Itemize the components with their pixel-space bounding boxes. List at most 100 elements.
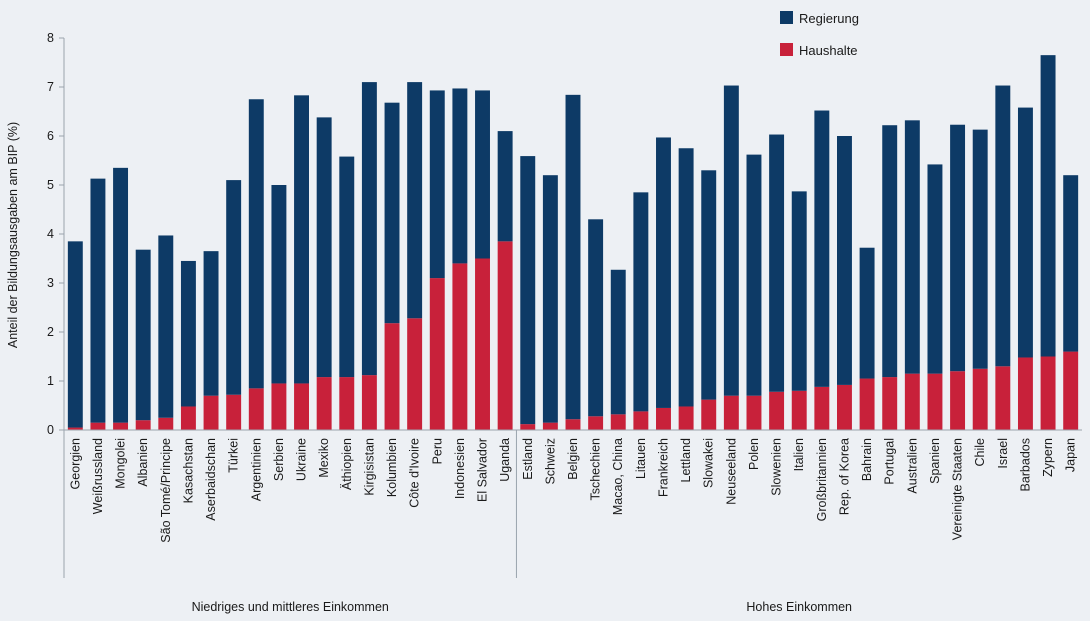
bar-regierung-portugal — [882, 125, 898, 378]
bar-regierung-israel — [995, 85, 1011, 367]
bar-haushalte-el-salvador — [475, 258, 490, 430]
bar-regierung-spanien — [927, 164, 943, 374]
bar-regierung-albanien — [135, 249, 151, 421]
bar-haushalte-polen — [746, 395, 762, 430]
y-tick-label: 5 — [47, 178, 54, 192]
x-tick-label-zypern: Zypern — [1041, 438, 1055, 477]
x-tick-label-aserbaidschan: Aserbaidschan — [204, 438, 218, 521]
bar-regierung-slowakei — [701, 170, 717, 400]
x-tick-label-frankreich: Frankreich — [656, 438, 670, 497]
bar-haushalte-portugal — [882, 377, 898, 430]
x-tick-label-gro-britannien: Großbritannien — [815, 438, 829, 521]
x-tick-label-albanien: Albanien — [136, 438, 150, 487]
bar-haushalte-vereinigte-staaten — [950, 371, 966, 430]
x-tick-label-litauen: Litauen — [634, 438, 648, 479]
bar-regierung-bahrain — [859, 247, 875, 379]
legend-label-regierung: Regierung — [799, 11, 859, 26]
x-tick-label-mexiko: Mexiko — [317, 438, 331, 478]
y-tick-label: 6 — [47, 129, 54, 143]
bar-regierung-litauen — [633, 192, 649, 412]
x-tick-label-chile: Chile — [973, 438, 987, 467]
x-tick-label-serbien: Serbien — [272, 438, 286, 481]
bar-regierung-gro-britannien — [814, 110, 830, 387]
bar-regierung-mongolei — [113, 167, 129, 423]
x-tick-label-macao-china: Macao, China — [611, 438, 625, 515]
bar-haushalte-zypern — [1040, 356, 1056, 430]
x-tick-label-israel: Israel — [996, 438, 1010, 469]
x-tick-label-argentinien: Argentinien — [249, 438, 263, 501]
bar-regierung-sao-tome-principe — [158, 235, 174, 418]
legend: Regierung Haushalte — [780, 11, 859, 58]
legend-label-haushalte: Haushalte — [799, 43, 858, 58]
bar-regierung-frankreich — [656, 137, 671, 408]
bar-regierung-chile — [972, 129, 988, 369]
bar-regierung-cote-d-ivoire — [407, 82, 423, 319]
bar-haushalte-wei-russland — [90, 422, 106, 430]
bar-regierung-kolumbien — [384, 102, 400, 324]
x-tick-label-tschechien: Tschechien — [589, 438, 603, 501]
x-tick-label-japan: Japan — [1064, 438, 1078, 472]
bar-regierung-turkei — [226, 180, 242, 395]
bar-haushalte-mongolei — [113, 422, 129, 430]
bar-regierung-el-salvador — [475, 90, 490, 259]
x-tick-label-portugal: Portugal — [883, 438, 897, 485]
bar-haushalte-kasachstan — [180, 406, 196, 430]
bar-regierung-barbados — [1017, 107, 1033, 358]
bar-haushalte-argentinien — [248, 388, 264, 430]
bar-regierung-macao-china — [610, 269, 626, 415]
x-tick-label-neuseeland: Neuseeland — [724, 438, 738, 505]
bar-haushalte-cote-d-ivoire — [407, 318, 423, 430]
x-tick-label-sao-tome-principe: São Tomé/Principe — [159, 438, 173, 543]
bar-regierung-slowenien — [769, 134, 785, 392]
x-tick-label-polen: Polen — [747, 438, 761, 470]
bar-haushalte-spanien — [927, 373, 943, 430]
x-tick-label-wei-russland: Weißrussland — [91, 438, 105, 514]
bar-regierung-lettland — [678, 148, 694, 407]
y-tick-label: 0 — [47, 423, 54, 437]
bar-haushalte-litauen — [633, 411, 649, 430]
bar-regierung-mexiko — [316, 117, 332, 378]
y-axis: 0 1 2 3 4 5 6 7 8 — [47, 31, 65, 437]
group-label-niedriges-und-mittleres-einkommen: Niedriges und mittleres Einkommen — [192, 600, 389, 614]
x-tick-label-georgien: Georgien — [68, 438, 82, 489]
bar-haushalte-slowenien — [769, 391, 785, 430]
x-tick-label-athiopien: Äthiopien — [340, 438, 354, 490]
bar-regierung-estland — [520, 156, 536, 425]
x-tick-label-vereinigte-staaten: Vereinigte Staaten — [951, 438, 965, 540]
y-tick-label: 3 — [47, 276, 54, 290]
bar-haushalte-slowakei — [701, 399, 717, 430]
bar-haushalte-macao-china — [610, 414, 626, 430]
bar-regierung-uganda — [497, 131, 513, 242]
x-tick-label-ukraine: Ukraine — [295, 438, 309, 481]
bar-haushalte-frankreich — [656, 407, 671, 430]
x-tick-label-spanien: Spanien — [928, 438, 942, 484]
bar-regierung-serbien — [271, 185, 287, 384]
x-tick-label-slowenien: Slowenien — [770, 438, 784, 496]
bar-regierung-neuseeland — [723, 85, 739, 396]
x-tick-label-belgien: Belgien — [566, 438, 580, 480]
bar-haushalte-australien — [904, 373, 920, 430]
x-tick-label-kasachstan: Kasachstan — [181, 438, 195, 503]
bar-regierung-schweiz — [542, 175, 558, 423]
x-axis: Georgien Weißrussland Mongolei Albanien São … — [64, 429, 1082, 543]
bar-haushalte-lettland — [678, 406, 694, 430]
bar-regierung-belgien — [565, 94, 581, 420]
x-tick-label-schweiz: Schweiz — [543, 438, 557, 485]
bar-regierung-rep-of-korea — [837, 136, 852, 385]
x-tick-label-el-salvador: El Salvador — [476, 438, 490, 502]
bar-haushalte-chile — [972, 368, 988, 430]
x-tick-label-slowakei: Slowakei — [702, 438, 716, 488]
y-axis-title: Anteil der Bildungsausgaben am BIP (%) — [6, 122, 20, 348]
bar-haushalte-georgien — [67, 427, 83, 430]
x-tick-label-estland: Estland — [521, 438, 535, 480]
group-label-hohes-einkommen: Hohes Einkommen — [746, 600, 852, 614]
legend-swatch-regierung — [780, 11, 793, 24]
bar-haushalte-gro-britannien — [814, 386, 830, 430]
x-tick-label-indonesien: Indonesien — [453, 438, 467, 499]
bar-haushalte-italien — [791, 390, 807, 430]
bar-haushalte-peru — [429, 278, 445, 430]
x-tick-label-peru: Peru — [430, 438, 444, 464]
bar-haushalte-kirgisistan — [361, 375, 377, 430]
x-tick-label-mongolei: Mongolei — [114, 438, 128, 489]
